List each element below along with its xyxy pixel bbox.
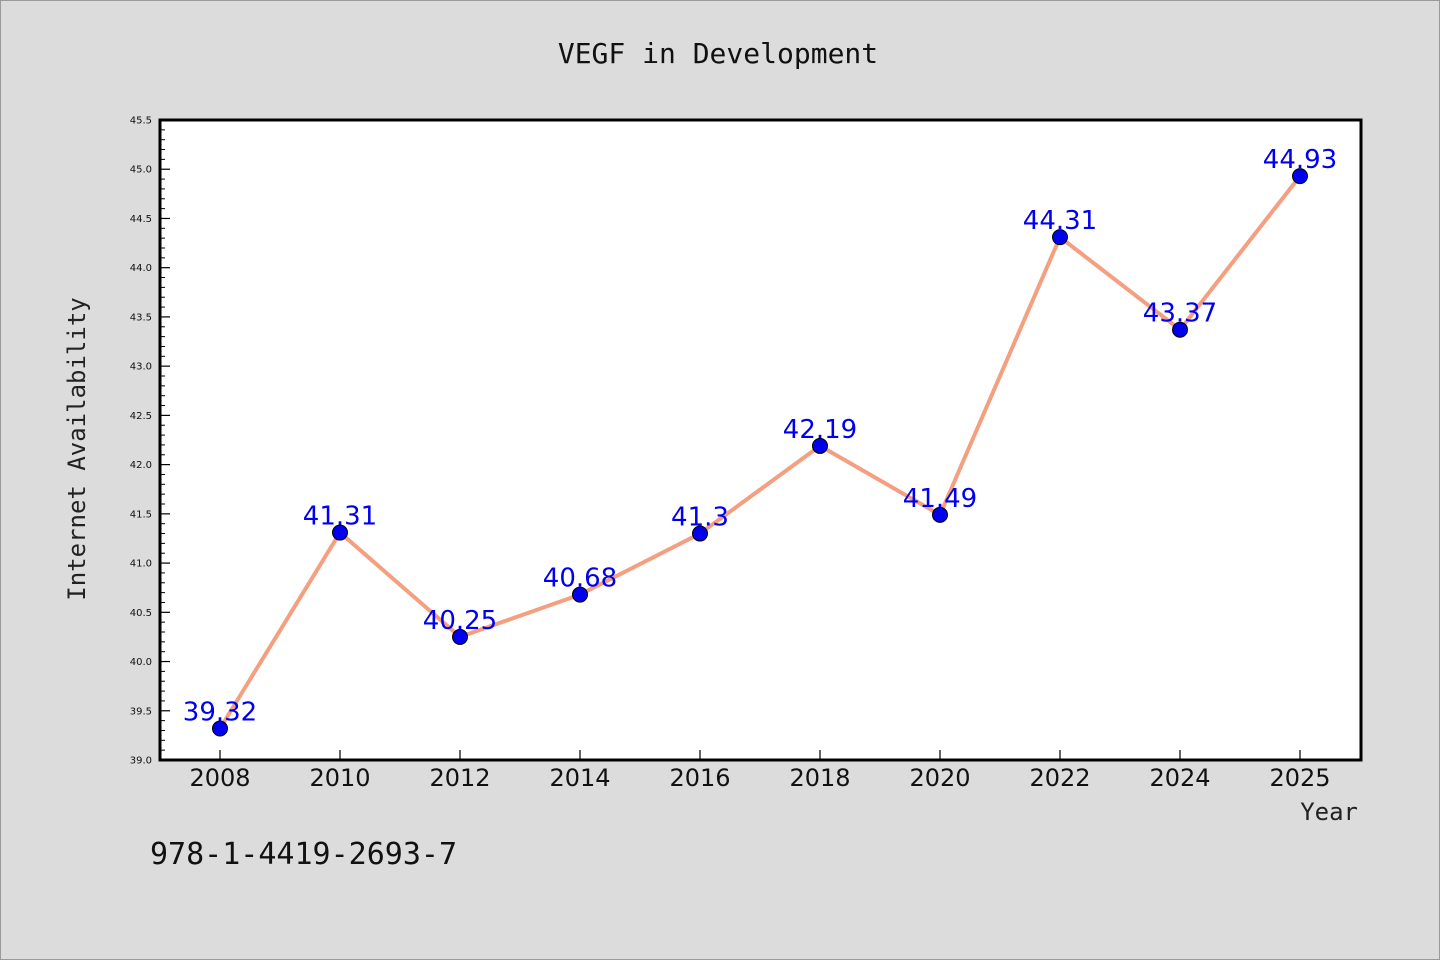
x-tick-label: 2016 (669, 764, 730, 792)
y-tick-label: 40.5 (130, 608, 152, 619)
y-tick-label: 45.5 (130, 116, 152, 127)
data-point (212, 720, 228, 737)
x-tick-label: 2014 (549, 764, 610, 792)
data-point (1172, 321, 1188, 338)
x-axis: 2008 2010 2012 2014 2016 2018 2020 2022 2024 2025 (189, 750, 1331, 792)
series-layer: 39.32 41.31 40.25 40.68 41.3 42.19 41.49 44.31 4… (183, 145, 1337, 737)
y-tick-label: 41.0 (130, 559, 152, 570)
data-point (452, 628, 468, 645)
data-label: 43.37 (1143, 299, 1217, 329)
y-tick-label: 39.5 (130, 706, 152, 717)
y-axis: 39.0 39.5 40.0 40.5 41.0 41.5 42.0 42.5 43.0 43.5… (130, 116, 170, 767)
x-tick-label: 2010 (309, 764, 370, 792)
isbn-text: 978-1-4419-2693-7 (150, 837, 457, 872)
data-point (812, 437, 828, 454)
y-axis-label: Internet Availability (63, 297, 91, 600)
y-tick-label: 41.5 (130, 509, 152, 520)
y-tick-label: 43.5 (130, 312, 152, 323)
data-label: 40.68 (543, 564, 617, 594)
data-label: 41.3 (671, 503, 729, 533)
y-tick-label: 43.0 (130, 362, 152, 373)
data-point (572, 586, 588, 603)
chart-title: VEGF in Development (558, 37, 878, 70)
data-point (1052, 229, 1068, 246)
y-tick-label: 44.5 (130, 214, 152, 225)
x-tick-label: 2012 (429, 764, 490, 792)
data-label: 41.31 (303, 502, 377, 532)
y-tick-label: 44.0 (130, 263, 152, 274)
x-tick-label: 2020 (909, 764, 970, 792)
data-label: 40.25 (423, 606, 497, 636)
series-line (218, 174, 1302, 730)
plot-area (158, 118, 1363, 762)
data-point (932, 506, 948, 523)
x-tick-label: 2008 (189, 764, 250, 792)
data-label: 41.49 (903, 484, 977, 514)
data-point (1292, 168, 1308, 185)
x-tick-label: 2018 (789, 764, 850, 792)
data-label: 44.31 (1023, 206, 1097, 236)
y-tick-label: 42.5 (130, 411, 152, 422)
data-label: 39.32 (183, 697, 257, 727)
y-tick-label: 45.0 (130, 165, 152, 176)
x-tick-label: 2025 (1269, 764, 1330, 792)
data-point (332, 524, 348, 541)
x-tick-label: 2024 (1149, 764, 1210, 792)
data-label: 44.93 (1263, 145, 1337, 175)
x-tick-label: 2022 (1029, 764, 1090, 792)
y-tick-label: 39.0 (130, 756, 152, 767)
x-axis-label: Year (1300, 798, 1358, 826)
y-tick-label: 40.0 (130, 657, 152, 668)
data-label: 42.19 (783, 415, 857, 445)
data-point (692, 525, 708, 542)
y-tick-label: 42.0 (130, 460, 152, 471)
